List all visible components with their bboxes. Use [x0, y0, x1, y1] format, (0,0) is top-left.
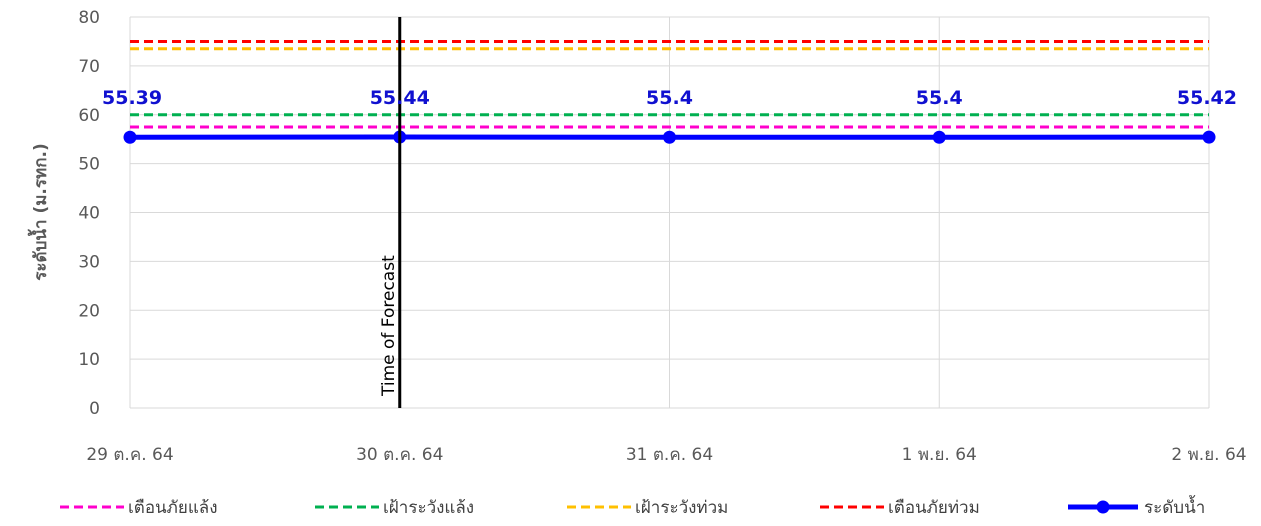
series-group — [123, 39, 1216, 144]
data-point — [663, 130, 676, 144]
x-tick-label: 2 พ.ย. 64 — [1171, 445, 1246, 465]
legend-marker — [1096, 500, 1110, 514]
data-label: 55.42 — [1177, 87, 1237, 109]
data-label: 55.44 — [370, 87, 430, 109]
legend-label: เฝ้าระวังท่วม — [635, 498, 728, 518]
grid — [129, 16, 1210, 409]
data-labels: 55.39 55.44 55.4 55.4 55.42 — [102, 87, 1237, 109]
y-tick-label: 10 — [78, 350, 100, 370]
y-tick-label: 60 — [78, 106, 100, 126]
y-tick-label: 30 — [78, 252, 100, 272]
annotation-group: Time of Forecast — [379, 17, 402, 408]
data-point — [932, 130, 946, 144]
x-tick-label: 29 ต.ค. 64 — [86, 445, 173, 465]
legend-label: ระดับน้ำ — [1144, 495, 1205, 518]
y-tick-label: 40 — [78, 204, 100, 224]
x-tick-label: 30 ต.ค. 64 — [356, 445, 443, 465]
legend-label: เฝ้าระวังแล้ง — [383, 498, 474, 518]
y-axis-title: ระดับน้ำ (ม.รทก.) — [27, 143, 51, 280]
legend: เตือนภัยแล้ง เฝ้าระวังแล้ง เฝ้าระวังท่วม เต… — [60, 495, 1205, 518]
data-point — [123, 130, 137, 144]
y-tick-label: 20 — [78, 301, 100, 321]
data-point — [1202, 130, 1216, 144]
y-tick-label: 0 — [89, 399, 100, 419]
legend-label: เตือนภัยแล้ง — [128, 498, 218, 518]
data-label: 55.4 — [646, 87, 693, 109]
y-tick-label: 70 — [78, 57, 100, 77]
x-tick-label: 1 พ.ย. 64 — [902, 445, 977, 465]
axes: 0 10 20 30 40 50 60 70 80 29 ต.ค. 64 30 ต.ค. 64 31 … — [27, 8, 1247, 465]
y-tick-label: 50 — [78, 155, 100, 175]
y-tick-label: 80 — [78, 8, 100, 28]
forecast-annotation-label: Time of Forecast — [379, 255, 399, 397]
legend-label: เตือนภัยท่วม — [888, 498, 980, 518]
data-label: 55.39 — [102, 87, 162, 109]
data-label: 55.4 — [916, 87, 963, 109]
x-tick-label: 31 ต.ค. 64 — [626, 445, 713, 465]
